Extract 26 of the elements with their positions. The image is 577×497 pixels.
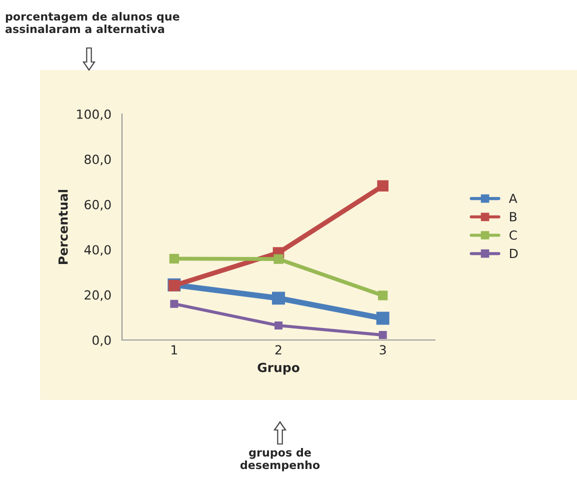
x-axis-title: Grupo: [258, 362, 300, 375]
y-tick-label: 20,0: [84, 290, 111, 301]
point: [378, 290, 388, 300]
point: [377, 180, 388, 192]
text: grupos de desempenho: [240, 448, 320, 472]
x-tick-label: 2: [275, 345, 282, 354]
y-tick-label: 0,0: [92, 335, 111, 346]
text: porcentagem de alunos que assinalaram a alternativa: [5, 12, 180, 34]
point: [170, 300, 178, 308]
legend-label: C: [509, 230, 517, 240]
y-tick-label: 100,0: [77, 109, 111, 120]
legend-label: B: [510, 212, 516, 222]
x-tick-label: 3: [380, 345, 386, 355]
point: [272, 292, 285, 305]
point: [376, 312, 390, 325]
point: [274, 322, 282, 330]
legend-label: A: [508, 194, 518, 203]
x-tick-label: 1: [172, 345, 177, 354]
y-axis-title: Percentual: [58, 190, 68, 264]
point: [274, 254, 284, 264]
y-tick-label: 60,0: [84, 200, 111, 211]
point: [169, 254, 179, 264]
point: [378, 331, 387, 340]
legend-label: D: [510, 248, 518, 258]
y-tick-label: 80,0: [84, 154, 111, 166]
y-tick-label: 40,0: [84, 245, 111, 256]
